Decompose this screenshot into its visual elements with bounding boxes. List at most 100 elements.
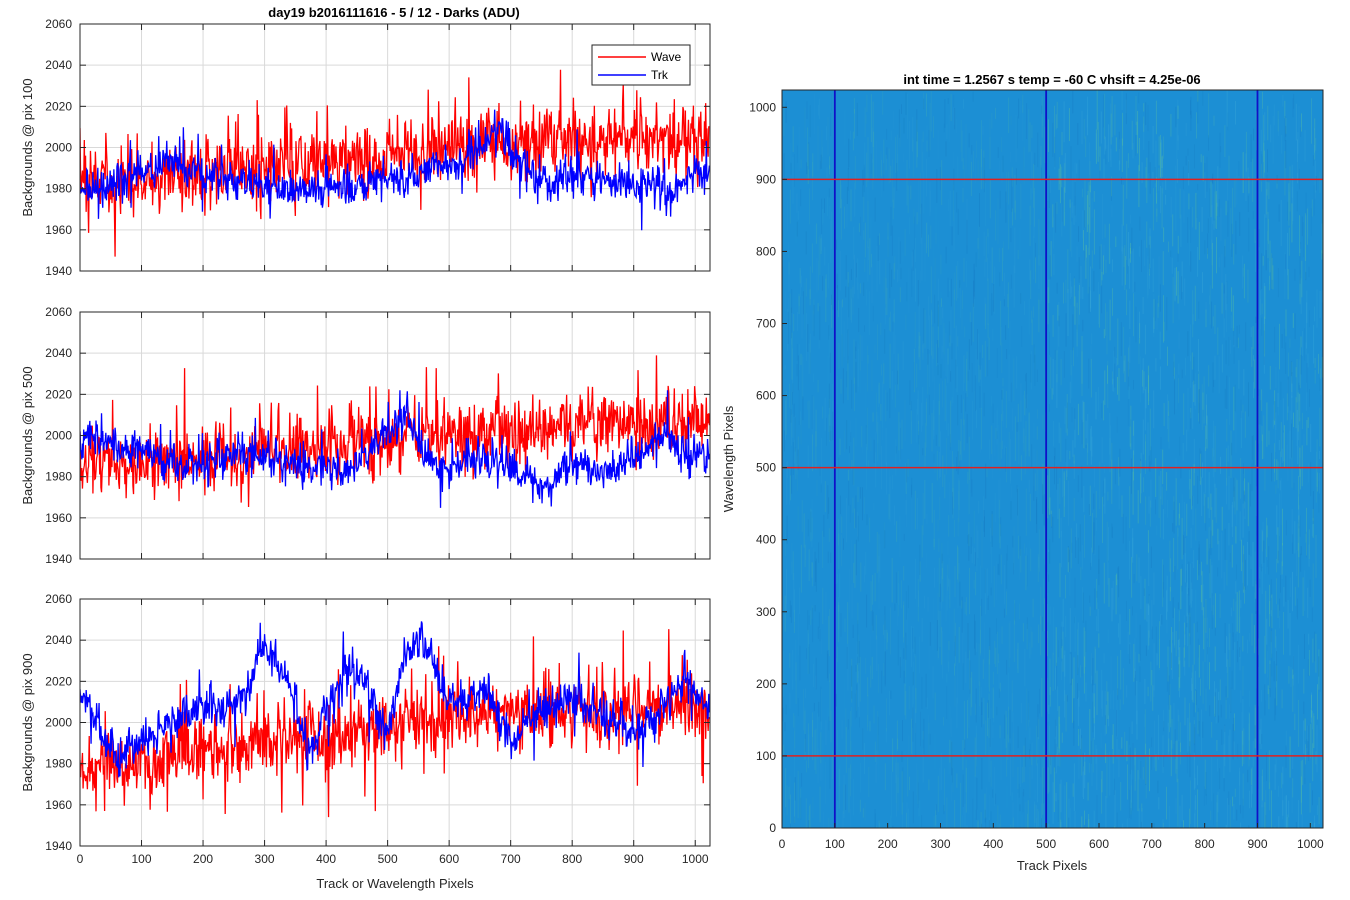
heatmap-streak <box>1193 752 1195 790</box>
heatmap-streak <box>1119 139 1121 165</box>
heatmap-streak <box>1026 623 1028 650</box>
heatmap-streak <box>805 540 807 561</box>
heatmap-streak <box>973 548 975 565</box>
heatmap-streak <box>1192 290 1194 338</box>
heatmap-streak <box>871 253 872 268</box>
heatmap-streak <box>1286 444 1288 469</box>
heatmap-streak-dark <box>972 91 974 102</box>
heatmap-streak <box>1134 747 1136 791</box>
heatmap-streak <box>1156 525 1158 536</box>
heatmap-streak <box>1103 562 1105 604</box>
heatmap-streak <box>911 421 913 431</box>
heatmap-streak-dark <box>1160 437 1162 449</box>
heatmap-streak <box>937 130 939 159</box>
heatmap-streak <box>1240 690 1242 703</box>
heatmap-streak <box>809 266 811 299</box>
heatmap-streak-dark <box>1298 382 1300 390</box>
heatmap-streak <box>1235 601 1237 634</box>
heatmap-streak <box>865 552 867 575</box>
heatmap-streak <box>997 805 999 828</box>
heatmap-streak <box>1145 743 1147 784</box>
heatmap-streak <box>985 303 987 330</box>
heatmap-streak <box>1218 257 1220 268</box>
heatmap-streak <box>949 335 951 347</box>
heatmap-streak-dark <box>1248 531 1250 555</box>
heatmap-streak-dark <box>1148 244 1150 269</box>
heatmap-streak <box>951 396 953 406</box>
heatmap-streak <box>947 348 949 365</box>
heatmap-streak-dark <box>1231 223 1233 257</box>
heatmap-streak-dark <box>822 275 824 291</box>
heatmap-streak <box>1160 614 1162 627</box>
heatmap-streak <box>1166 589 1168 634</box>
heatmap-streak <box>1216 740 1218 751</box>
heatmap-streak <box>828 414 830 432</box>
heatmap-streak-dark <box>1172 523 1174 532</box>
heatmap-streak-dark <box>797 698 799 717</box>
heatmap-streak <box>819 235 821 275</box>
heatmap-streak-dark <box>1187 148 1189 156</box>
heatmap-streak <box>937 221 939 250</box>
heatmap-streak-dark <box>1255 316 1257 323</box>
heatmap-streak-dark <box>957 208 959 235</box>
heatmap-streak <box>987 232 989 254</box>
heatmap-streak <box>1262 434 1263 460</box>
heatmap-streak <box>1029 540 1031 554</box>
heatmap-streak-dark <box>903 117 905 134</box>
heatmap-streak <box>1103 400 1105 421</box>
heatmap-streak-dark <box>990 587 992 596</box>
heatmap-streak <box>1088 763 1090 773</box>
heatmap-streak-dark <box>923 718 925 755</box>
heatmap-streak <box>879 260 881 285</box>
heatmap-streak-dark <box>1293 93 1295 109</box>
heatmap-streak <box>872 624 874 633</box>
heatmap-streak <box>1081 587 1083 621</box>
heatmap-streak <box>926 222 927 254</box>
heatmap-streak <box>1091 436 1093 457</box>
heatmap-streak-dark <box>1054 456 1055 485</box>
heatmap-streak <box>1264 286 1266 319</box>
heatmap-streak <box>1249 633 1250 642</box>
heatmap-streak <box>847 359 849 400</box>
heatmap-streak-dark <box>1006 349 1008 360</box>
heatmap-streak-dark <box>981 702 983 715</box>
heatmap-streak <box>868 246 870 260</box>
x-tick-label: 700 <box>501 852 521 866</box>
heatmap-streak-dark <box>1120 322 1122 357</box>
heatmap-streak-dark <box>1260 564 1262 572</box>
heatmap-streak-dark <box>1235 220 1237 255</box>
heatmap-streak <box>1184 622 1185 658</box>
heatmap-streak-dark <box>1231 442 1233 456</box>
heatmap-streak <box>893 299 895 323</box>
heatmap-streak-dark <box>1070 146 1072 179</box>
heatmap-streak-dark <box>1037 132 1039 168</box>
heatmap-streak <box>851 658 853 703</box>
heatmap-streak-dark <box>855 346 857 359</box>
heatmap-streak <box>1277 461 1279 489</box>
heatmap-streak-dark <box>972 798 974 828</box>
heatmap-streak-dark <box>1155 499 1156 515</box>
heatmap-streak-dark <box>848 138 849 170</box>
heatmap-streak-dark <box>1265 815 1267 828</box>
heatmap-streak <box>795 230 797 244</box>
heatmap-streak <box>875 615 877 640</box>
heatmap-streak <box>912 140 914 178</box>
heatmap-streak-dark <box>902 767 904 803</box>
heatmap-streak <box>1287 600 1289 629</box>
heatmap-streak <box>933 245 935 266</box>
heatmap-streak-dark <box>1224 388 1226 409</box>
heatmap-streak <box>1119 614 1121 645</box>
heatmap-streak <box>958 480 960 510</box>
heatmap-streak <box>933 816 935 828</box>
heatmap-streak-dark <box>1042 616 1043 632</box>
heatmap-streak <box>1304 719 1306 741</box>
heatmap-streak-dark <box>787 311 789 344</box>
heatmap-streak <box>891 771 893 818</box>
heatmap-streak <box>831 299 833 328</box>
heatmap-streak <box>931 483 933 523</box>
heatmap-streak-dark <box>956 192 958 213</box>
heatmap-streak <box>821 130 823 164</box>
heatmap-streak-dark <box>846 186 848 204</box>
heatmap-streak <box>1254 359 1256 389</box>
